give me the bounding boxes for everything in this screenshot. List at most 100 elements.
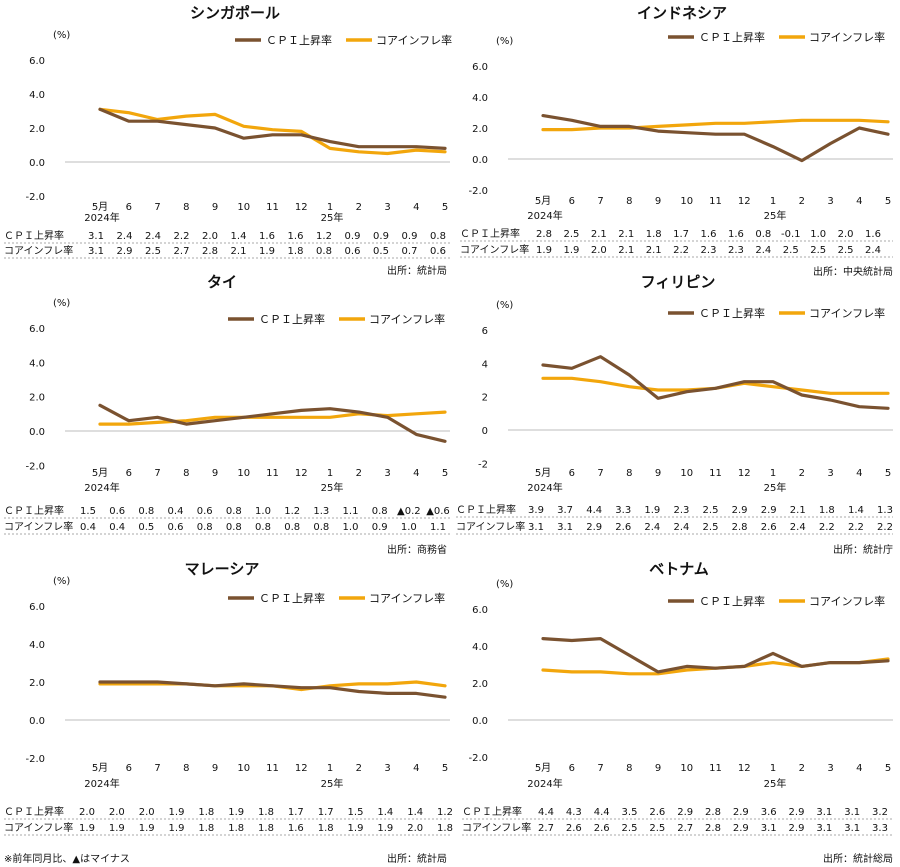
table-value-core: 0.7 [402,246,418,257]
table-value-cpi: 2.4 [117,231,133,242]
y-tick-label: 4.0 [29,640,45,651]
x-tick-label: 11 [266,468,279,479]
x-tick-label: 1 [327,468,333,479]
table-value-core: 1.9 [536,245,552,256]
y-tick-label: 0 [482,426,488,437]
table-value-cpi: 1.9 [228,807,244,818]
table-value-core: 3.3 [872,823,888,834]
x-tick-label: 8 [626,196,632,207]
legend-cpi-label: ＣＰＩ上昇率 [259,591,325,605]
table-value-core: 2.4 [673,522,689,533]
y-tick-label: 6.0 [29,324,45,335]
table-value-core: 2.9 [789,823,805,834]
legend-core-label: コアインフレ率 [809,594,885,608]
y-unit-label: (%) [53,576,70,587]
table-value-cpi: 1.6 [865,229,881,240]
table-label-core: コアインフレ率 [460,243,529,256]
y-tick-label: 2.0 [29,124,45,135]
x-tick-label: 6 [569,468,575,479]
table-value-cpi: 3.9 [528,505,544,516]
table-label-core: コアインフレ率 [4,821,73,834]
x-tick-label: 5 [885,468,891,479]
legend: ＣＰＩ上昇率 コアインフレ率 [668,30,885,44]
table-value-core: 1.1 [430,522,446,533]
x-tick-label: 5 [442,468,448,479]
table-value-cpi: ▲0.6 [426,506,450,517]
table-value-cpi: 2.9 [789,807,805,818]
y-tick-label: 0.0 [29,158,45,169]
table-value-core: 2.6 [566,823,582,834]
x-tick-label: 7 [154,202,160,213]
y-tick-label: 2.0 [29,678,45,689]
table-value-core: 2.9 [733,823,749,834]
table-value-cpi: 1.6 [288,231,304,242]
table-value-core: 2.5 [703,522,719,533]
legend-cpi-label: ＣＰＩ上昇率 [266,33,332,47]
y-tick-label: 6.0 [472,605,488,616]
x-tick-label: 10 [680,763,693,774]
legend-cpi-label: ＣＰＩ上昇率 [699,306,765,320]
y-tick-label: -2.0 [25,461,45,472]
table-value-cpi: 1.9 [644,505,660,516]
y-unit-label: (%) [53,298,70,309]
table-value-cpi: 2.8 [536,229,552,240]
table-value-core: 3.1 [88,246,104,257]
x-year-label: 25年 [764,777,787,790]
table-value-core: 1.6 [288,823,304,834]
table-value-cpi: 0.8 [226,506,242,517]
x-tick-label: 5月 [535,195,551,207]
x-year-label: 25年 [321,211,344,224]
x-tick-label: 2 [356,763,362,774]
table-value-core: 2.5 [838,245,854,256]
legend: ＣＰＩ上昇率 コアインフレ率 [228,312,445,326]
y-tick-label: 4.0 [29,90,45,101]
table-label-core: コアインフレ率 [4,520,73,533]
x-tick-label: 5 [885,196,891,207]
footnote: ※前年同月比、▲はマイナス [4,852,130,865]
x-tick-label: 2 [799,468,805,479]
table-value-cpi: 1.0 [255,506,271,517]
table-value-cpi: 2.9 [733,807,749,818]
x-tick-label: 5月 [535,762,551,774]
table-value-cpi: 1.7 [318,807,334,818]
x-tick-label: 11 [709,468,722,479]
table-value-core: 1.9 [377,823,393,834]
x-tick-label: 6 [126,763,132,774]
x-tick-label: 6 [126,468,132,479]
table-value-core: 3.1 [761,823,777,834]
table-value-core: 2.1 [646,245,662,256]
table-value-core: 2.5 [145,246,161,257]
table-value-core: 1.8 [198,823,214,834]
legend-core-label: コアインフレ率 [369,591,445,605]
x-tick-label: 2 [356,468,362,479]
chart-title: マレーシア [185,560,260,578]
legend-core-label: コアインフレ率 [369,312,445,326]
x-tick-label: 9 [655,196,661,207]
x-tick-label: 4 [413,763,419,774]
x-tick-label: 4 [413,202,419,213]
source-label: 出所：商務省 [387,543,447,556]
table-value-cpi: 1.6 [728,229,744,240]
table-value-core: 2.0 [407,823,423,834]
chart-title: ベトナム [649,560,709,578]
y-unit-label: (%) [496,36,513,47]
x-year-label: 2024年 [84,481,119,494]
x-tick-label: 3 [384,202,390,213]
table-value-core: 3.1 [528,522,544,533]
chart-panel-indonesia: インドネシア(%)6.04.02.00.0-2.05月 6 7 8 9 10 11 12 1 2 3… [460,4,893,278]
table-value-core: 0.6 [345,246,361,257]
table-value-core: 2.4 [644,522,660,533]
table-value-core: 2.8 [202,246,218,257]
table-value-core: 1.8 [437,823,453,834]
x-tick-label: 2 [799,196,805,207]
table-value-cpi: 3.6 [761,807,777,818]
table-value-core: 0.5 [138,522,154,533]
table-value-cpi: 0.9 [402,231,418,242]
table-value-cpi: 1.6 [259,231,275,242]
x-tick-label: 8 [183,468,189,479]
y-tick-label: -2.0 [468,753,488,764]
x-tick-label: 6 [569,763,575,774]
